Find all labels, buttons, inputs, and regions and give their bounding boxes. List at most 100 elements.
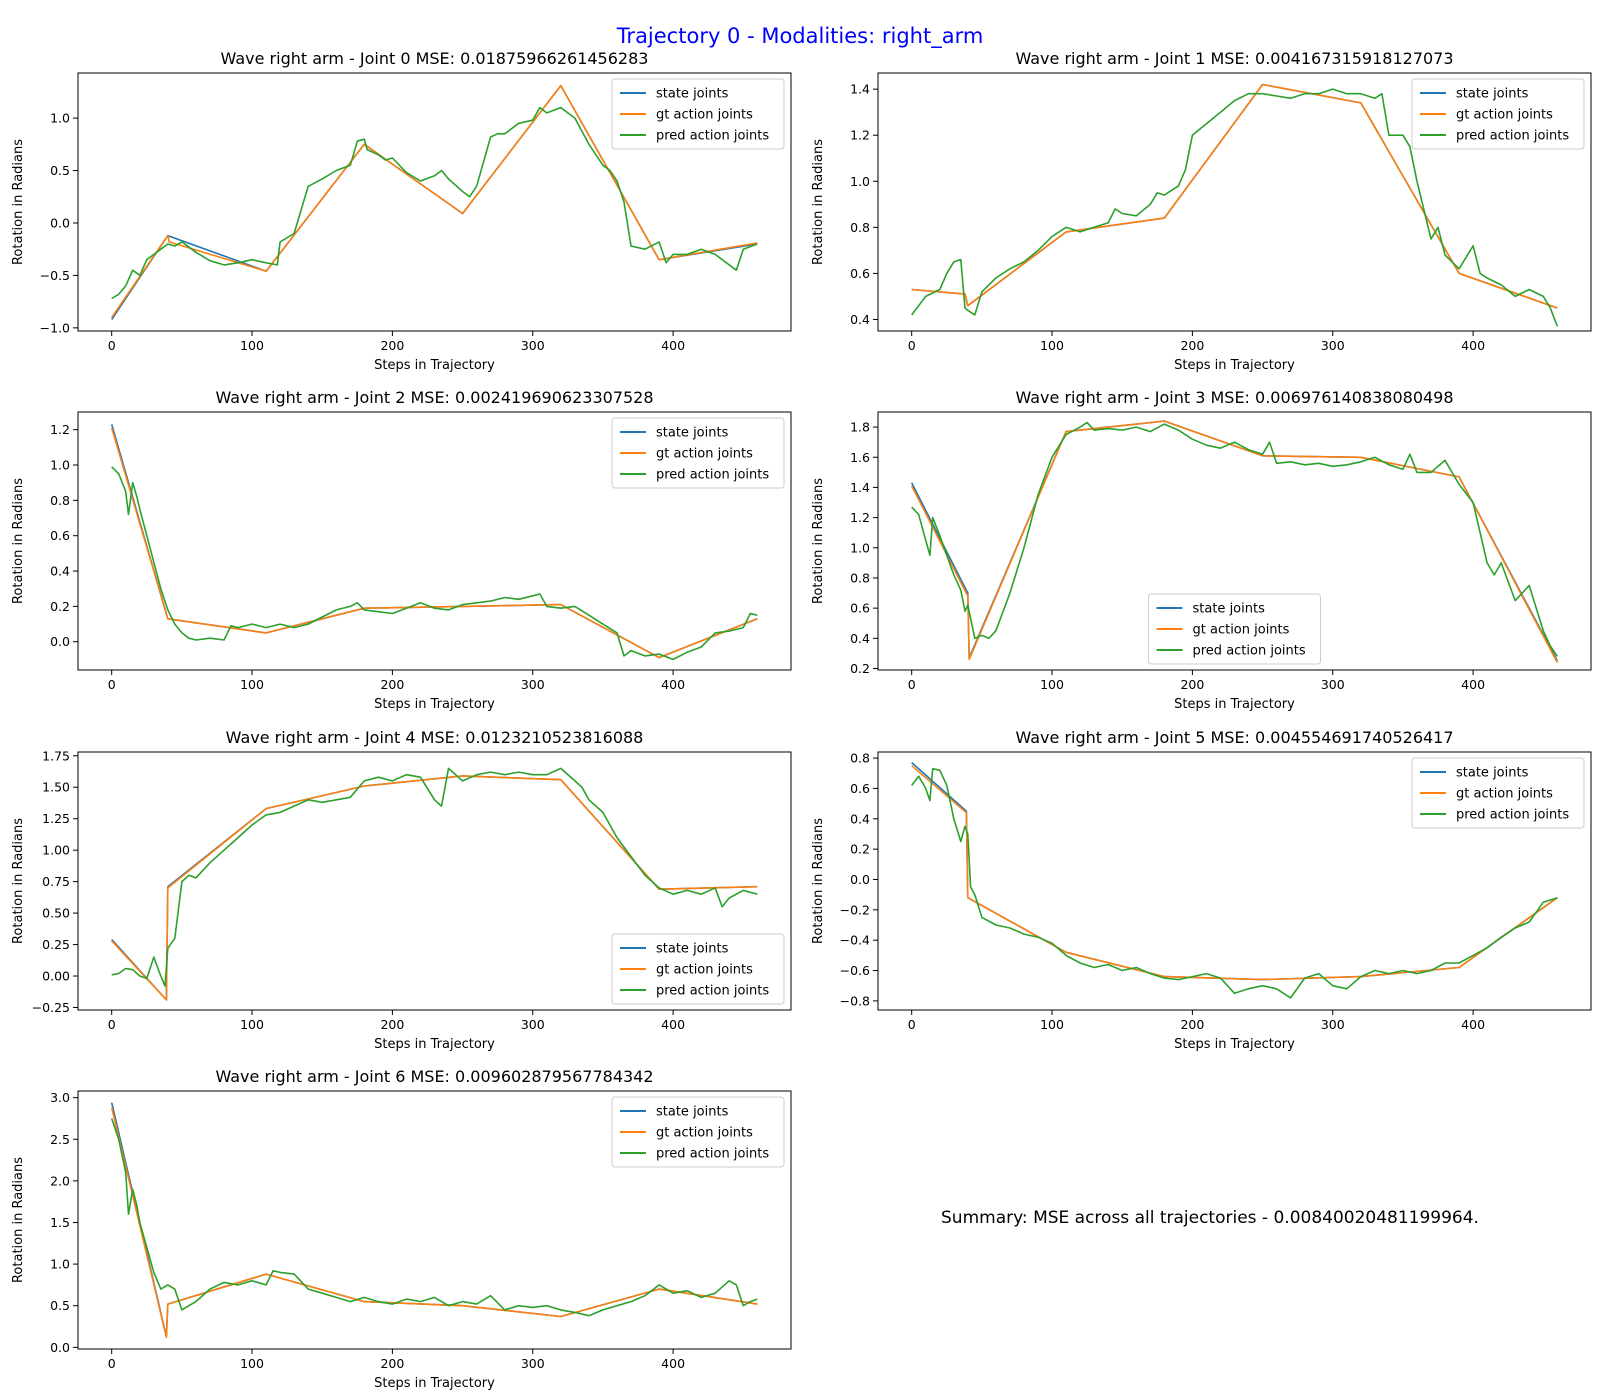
x-tick-label: 200: [380, 677, 404, 692]
legend-box: [611, 417, 785, 489]
y-tick-label: 1.25: [42, 811, 70, 826]
subplot-title: Wave right arm - Joint 5 MSE: 0.00455469…: [1015, 728, 1453, 747]
subplot-joint-5: Wave right arm - Joint 5 MSE: 0.00455469…: [811, 728, 1592, 1052]
y-tick-label: 0.6: [850, 781, 870, 796]
x-axis-label: Steps in Trajectory: [1174, 358, 1295, 373]
series-lines: [911, 762, 1558, 999]
y-tick-label: 1.0: [50, 1257, 70, 1272]
y-tick-label: 0.0: [50, 634, 70, 649]
subplot-joint-1: Wave right arm - Joint 1 MSE: 0.00416731…: [811, 49, 1592, 373]
x-axis-label: Steps in Trajectory: [374, 1037, 495, 1052]
x-tick-label: 400: [661, 338, 685, 353]
subplot-title: Wave right arm - Joint 4 MSE: 0.01232105…: [226, 728, 644, 747]
legend-entry: state joints: [656, 942, 729, 957]
x-axis-label: Steps in Trajectory: [1174, 1037, 1295, 1052]
y-tick-label: 1.0: [850, 174, 870, 189]
y-tick-label: 1.2: [50, 422, 70, 437]
series-lines: [111, 84, 758, 320]
legend-entry: pred action joints: [1456, 129, 1569, 144]
x-tick-label: 100: [1040, 338, 1064, 353]
x-axis-label: Steps in Trajectory: [1174, 697, 1295, 712]
x-tick-label: 200: [380, 1017, 404, 1032]
x-tick-label: 300: [521, 1017, 545, 1032]
legend: state joints gt action joints pred action …: [611, 417, 785, 489]
x-tick-label: 200: [1180, 338, 1204, 353]
y-axis-label: Rotation in Radians: [11, 139, 26, 265]
subplot-joint-3: Wave right arm - Joint 3 MSE: 0.00697614…: [811, 388, 1592, 712]
legend: state joints gt action joints pred action …: [1411, 78, 1585, 150]
y-tick-label: 1.75: [42, 748, 70, 763]
x-tick-label: 200: [1180, 677, 1204, 692]
legend-entry: gt action joints: [1456, 787, 1553, 802]
y-tick-label: 0.4: [50, 564, 70, 579]
subplot-title: Wave right arm - Joint 2 MSE: 0.00241969…: [215, 388, 653, 407]
y-tick-label: 0.75: [42, 874, 70, 889]
x-tick-label: 0: [108, 1017, 116, 1032]
y-tick-label: 0.25: [42, 937, 70, 952]
pred-action-joints-line: [111, 466, 758, 661]
y-tick-label: 0.0: [50, 1340, 70, 1355]
x-tick-label: 400: [1461, 338, 1485, 353]
figure-suptitle: Trajectory 0 - Modalities: right_arm: [616, 24, 984, 49]
y-tick-label: 1.0: [50, 458, 70, 473]
legend-entry: state joints: [1193, 602, 1266, 617]
y-tick-label: 0.4: [850, 631, 870, 646]
x-tick-label: 0: [108, 677, 116, 692]
pred-action-joints-line: [911, 88, 1559, 327]
x-tick-label: 400: [661, 1356, 685, 1371]
legend: state joints gt action joints pred action …: [611, 933, 785, 1005]
y-tick-label: −0.25: [32, 1000, 70, 1015]
x-tick-label: 300: [1321, 1017, 1345, 1032]
gt-action-joints-line: [111, 84, 758, 318]
y-tick-label: −1.0: [40, 320, 70, 335]
series-lines: [110, 424, 758, 661]
x-tick-label: 200: [380, 1356, 404, 1371]
series-lines: [110, 1102, 758, 1339]
x-tick-label: 300: [1321, 677, 1345, 692]
y-tick-label: 2.0: [50, 1173, 70, 1188]
x-tick-label: 300: [521, 677, 545, 692]
x-tick-label: 0: [908, 677, 916, 692]
y-axis-label: Rotation in Radians: [811, 478, 826, 604]
legend-entry: gt action joints: [656, 108, 753, 123]
y-tick-label: −0.6: [840, 963, 870, 978]
y-tick-label: 0.2: [850, 842, 870, 857]
x-tick-label: 400: [661, 1017, 685, 1032]
legend-box: [1411, 78, 1585, 150]
subplot-joint-6: Wave right arm - Joint 6 MSE: 0.00960287…: [11, 1067, 792, 1391]
y-tick-label: 1.4: [850, 82, 870, 97]
legend-entry: gt action joints: [656, 447, 753, 462]
y-tick-label: −0.5: [40, 268, 70, 283]
y-tick-label: 1.0: [850, 540, 870, 555]
pred-action-joints-line: [110, 1118, 758, 1317]
y-tick-label: 0.8: [50, 493, 70, 508]
x-tick-label: 100: [1040, 677, 1064, 692]
y-tick-label: 1.50: [42, 780, 70, 795]
axes-frame: [877, 751, 1592, 1011]
gt-action-joints-line: [911, 765, 1558, 981]
y-tick-label: 1.4: [850, 480, 870, 495]
x-tick-label: 0: [908, 338, 916, 353]
x-tick-label: 200: [1180, 1017, 1204, 1032]
x-tick-label: 0: [108, 1356, 116, 1371]
legend-entry: gt action joints: [1193, 623, 1290, 638]
legend-box: [611, 1096, 785, 1168]
y-tick-label: 0.5: [50, 163, 70, 178]
y-axis-label: Rotation in Radians: [11, 818, 26, 944]
gt-action-joints-line: [910, 420, 1559, 663]
gt-action-joints-line: [110, 1107, 758, 1339]
y-axis-label: Rotation in Radians: [11, 478, 26, 604]
pred-action-joints-line: [111, 106, 758, 300]
x-tick-label: 200: [380, 338, 404, 353]
subplot-title: Wave right arm - Joint 1 MSE: 0.00416731…: [1015, 49, 1453, 68]
subplots: Wave right arm - Joint 0 MSE: 0.01875966…: [11, 49, 1592, 1391]
legend-entry: state joints: [1456, 87, 1529, 102]
y-tick-label: 3.0: [50, 1090, 70, 1105]
y-tick-label: 0.4: [850, 811, 870, 826]
axes-frame: [77, 1090, 792, 1350]
x-tick-label: 300: [521, 1356, 545, 1371]
x-tick-label: 400: [661, 677, 685, 692]
series-lines: [910, 420, 1559, 663]
y-tick-label: 1.6: [850, 450, 870, 465]
